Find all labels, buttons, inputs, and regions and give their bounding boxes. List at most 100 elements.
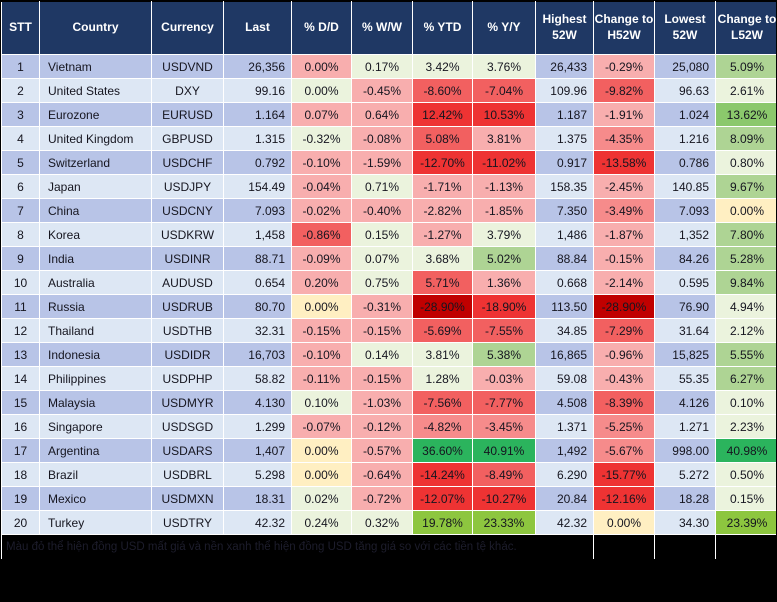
table-row: 5 Switzerland USDCHF 0.792 -0.10% -1.59% -12.7… xyxy=(1,150,776,175)
table-row: 8 Korea USDKRW 1,458 -0.86% 0.15% -1.27% 3.79% 1… xyxy=(1,222,776,247)
cell-last: 1,407 xyxy=(223,438,292,463)
table-row: 16 Singapore USDSGD 1.299 -0.07% -0.12% -4.82%… xyxy=(1,414,776,439)
cell-last: 1,458 xyxy=(223,222,292,247)
table-header: STT Country Currency Last% D/D% W/W% YTD% Y… xyxy=(1,1,776,55)
cell-stt: 9 xyxy=(1,246,40,271)
cell-dd: -0.07% xyxy=(291,414,352,439)
cell-change-to-l52w: 8.09% xyxy=(715,126,776,151)
cell-yy: -7.04% xyxy=(472,78,536,103)
table-row: 3 Eurozone EURUSD 1.164 0.07% 0.64% 12.42% 10.5… xyxy=(1,102,776,127)
cell-country: Argentina xyxy=(39,438,152,463)
cell-dd: -0.86% xyxy=(291,222,352,247)
cell-yy: -8.49% xyxy=(472,462,536,487)
cell-ww: 0.15% xyxy=(351,222,413,247)
table-row: 12 Thailand USDTHB 32.31 -0.15% -0.15% -5.69% -… xyxy=(1,318,776,343)
cell-change-to-l52w: 5.28% xyxy=(715,246,776,271)
cell-change-to-l52w: 0.10% xyxy=(715,390,776,415)
cell-last: 99.16 xyxy=(223,78,292,103)
cell-country: United States xyxy=(39,78,152,103)
cell-country: Australia xyxy=(39,270,152,295)
cell-lowest-52w: 1.216 xyxy=(654,126,716,151)
cell-ytd: -12.07% xyxy=(412,486,473,511)
cell-dd: -0.10% xyxy=(291,342,352,367)
cell-currency: EURUSD xyxy=(151,102,224,127)
cell-stt: 18 xyxy=(1,462,40,487)
cell-ww: 0.07% xyxy=(351,246,413,271)
cell-change-to-l52w: 40.98% xyxy=(715,438,776,463)
cell-change-to-h52w: -0.29% xyxy=(593,54,655,79)
cell-country: Vietnam xyxy=(39,54,152,79)
cell-ww: 0.32% xyxy=(351,510,413,535)
cell-highest-52w: 158.35 xyxy=(535,174,594,199)
cell-last: 0.792 xyxy=(223,150,292,175)
cell-ww: -0.45% xyxy=(351,78,413,103)
cell-currency: GBPUSD xyxy=(151,126,224,151)
cell-stt: 1 xyxy=(1,54,40,79)
cell-dd: -0.02% xyxy=(291,198,352,223)
cell-stt: 16 xyxy=(1,414,40,439)
cell-change-to-l52w: 2.12% xyxy=(715,318,776,343)
cell-change-to-h52w: -2.45% xyxy=(593,174,655,199)
cell-highest-52w: 6.290 xyxy=(535,462,594,487)
column-header-stt: STT xyxy=(1,1,40,55)
cell-highest-52w: 59.08 xyxy=(535,366,594,391)
cell-last: 80.70 xyxy=(223,294,292,319)
cell-ytd: 3.68% xyxy=(412,246,473,271)
cell-stt: 11 xyxy=(1,294,40,319)
table-row: 13 Indonesia USDIDR 16,703 -0.10% 0.14% 3.81% 5… xyxy=(1,342,776,367)
cell-currency: AUDUSD xyxy=(151,270,224,295)
cell-lowest-52w: 1,352 xyxy=(654,222,716,247)
cell-currency: USDBRL xyxy=(151,462,224,487)
cell-stt: 20 xyxy=(1,510,40,535)
cell-last: 154.49 xyxy=(223,174,292,199)
cell-ww: -0.40% xyxy=(351,198,413,223)
cell-ytd: 3.81% xyxy=(412,342,473,367)
cell-highest-52w: 1,486 xyxy=(535,222,594,247)
cell-lowest-52w: 1.024 xyxy=(654,102,716,127)
cell-yy: -18.90% xyxy=(472,294,536,319)
cell-dd: 0.00% xyxy=(291,462,352,487)
cell-dd: 0.07% xyxy=(291,102,352,127)
cell-yy: 3.79% xyxy=(472,222,536,247)
cell-change-to-h52w: -2.14% xyxy=(593,270,655,295)
cell-yy: 23.33% xyxy=(472,510,536,535)
column-header-highest-52w: Highest 52W xyxy=(535,1,594,55)
cell-stt: 13 xyxy=(1,342,40,367)
cell-last: 7.093 xyxy=(223,198,292,223)
cell-last: 32.31 xyxy=(223,318,292,343)
cell-change-to-l52w: 4.94% xyxy=(715,294,776,319)
cell-country: Russia xyxy=(39,294,152,319)
table-row: 14 Philippines USDPHP 58.82 -0.11% -0.15% 1.28… xyxy=(1,366,776,391)
cell-ytd: 1.28% xyxy=(412,366,473,391)
cell-dd: -0.09% xyxy=(291,246,352,271)
cell-change-to-h52w: -0.96% xyxy=(593,342,655,367)
column-header-ww: % W/W xyxy=(351,1,413,55)
cell-last: 18.31 xyxy=(223,486,292,511)
cell-highest-52w: 1.187 xyxy=(535,102,594,127)
column-header-change-to-l52w: Change to L52W xyxy=(715,1,776,55)
column-header-ytd: % YTD xyxy=(412,1,473,55)
cell-change-to-l52w: 5.55% xyxy=(715,342,776,367)
cell-change-to-l52w: 5.09% xyxy=(715,54,776,79)
cell-highest-52w: 1.371 xyxy=(535,414,594,439)
cell-dd: 0.24% xyxy=(291,510,352,535)
cell-dd: -0.10% xyxy=(291,150,352,175)
cell-yy: -1.85% xyxy=(472,198,536,223)
cell-lowest-52w: 31.64 xyxy=(654,318,716,343)
cell-yy: -7.77% xyxy=(472,390,536,415)
column-header-change-to-h52w: Change to H52W xyxy=(593,1,655,55)
cell-change-to-h52w: -0.15% xyxy=(593,246,655,271)
cell-change-to-h52w: -3.49% xyxy=(593,198,655,223)
cell-ww: -1.03% xyxy=(351,390,413,415)
cell-change-to-l52w: 13.62% xyxy=(715,102,776,127)
cell-stt: 5 xyxy=(1,150,40,175)
cell-currency: USDMXN xyxy=(151,486,224,511)
cell-currency: USDRUB xyxy=(151,294,224,319)
cell-currency: USDIDR xyxy=(151,342,224,367)
cell-dd: 0.10% xyxy=(291,390,352,415)
cell-stt: 12 xyxy=(1,318,40,343)
cell-stt: 7 xyxy=(1,198,40,223)
cell-yy: -3.45% xyxy=(472,414,536,439)
cell-ww: -0.15% xyxy=(351,366,413,391)
cell-yy: 5.38% xyxy=(472,342,536,367)
